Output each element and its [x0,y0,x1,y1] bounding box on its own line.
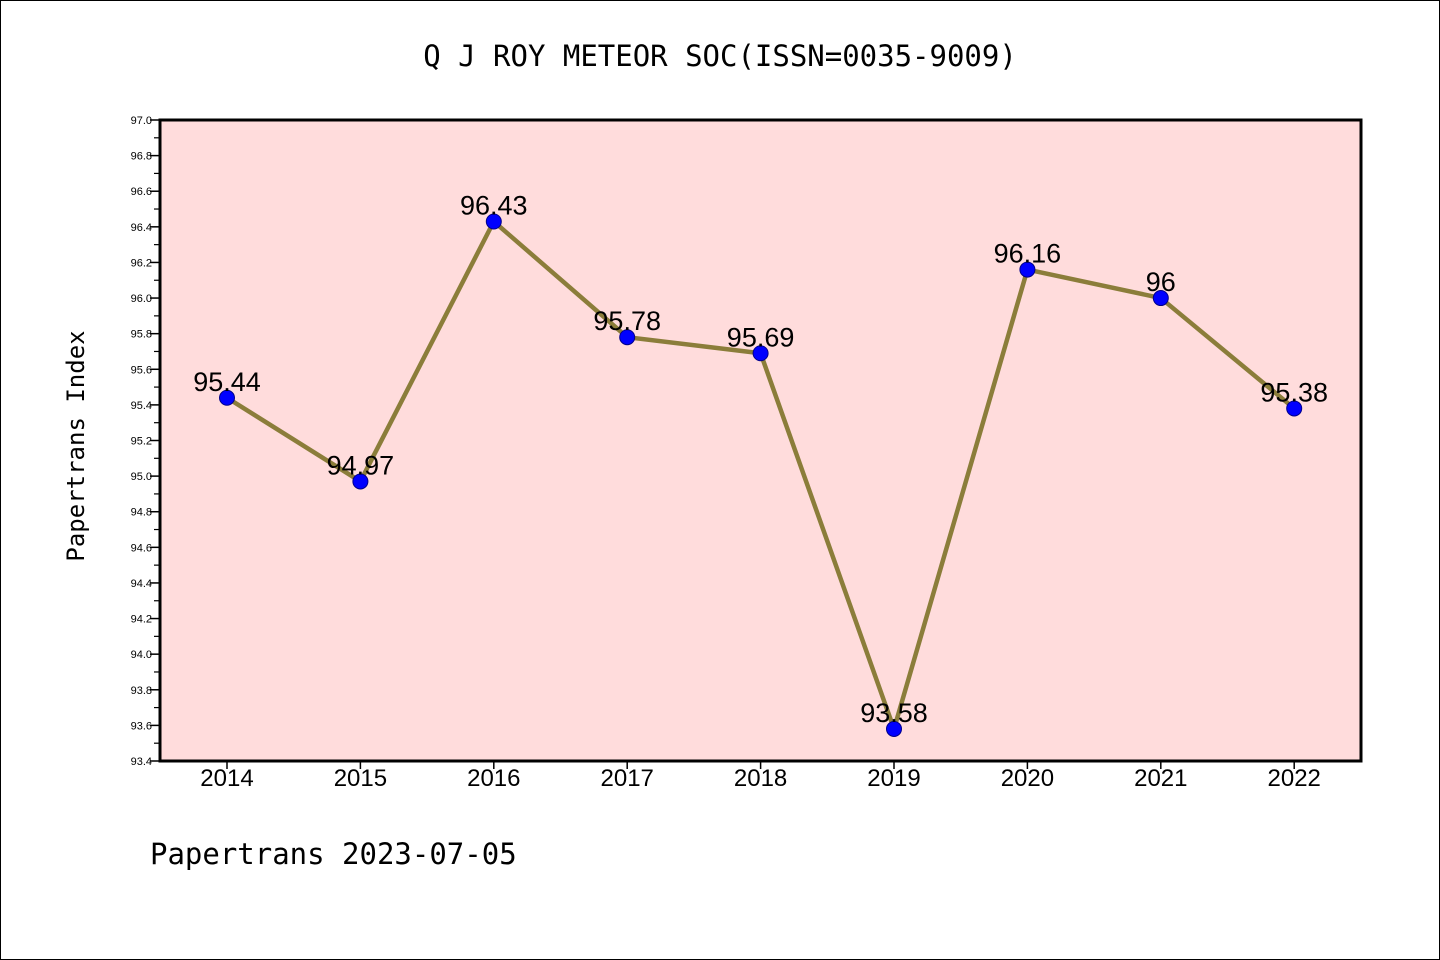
data-label: 93.58 [860,698,928,728]
footer-text: Papertrans 2023-07-05 [150,837,517,871]
data-labels: 95.44 94.97 96.43 95.78 95.69 93.58 96.16 96 95.… [193,190,1328,727]
y-tick-label: 94.6 [131,542,152,554]
y-tick-label: 94.2 [131,614,152,626]
y-tick-label: 96.0 [131,293,152,305]
data-label: 95.38 [1260,377,1328,407]
y-tick-label: 93.6 [131,720,152,732]
x-tick-label: 2016 [467,765,520,792]
data-label: 96.43 [460,190,528,220]
x-tick-label: 2022 [1268,765,1321,792]
data-label: 95.69 [727,322,795,352]
y-axis: 93.4 93.6 93.8 94.0 94.2 94.4 94.6 94.8 95.0 95.2… [131,115,160,768]
data-point [619,329,636,346]
y-tick-label: 94.4 [131,578,152,590]
data-point [1152,290,1169,307]
x-tick-label: 2019 [867,765,920,792]
y-tick-label: 96.2 [131,257,152,269]
y-tick-label: 97.0 [131,115,152,127]
data-label: 94.97 [327,450,395,480]
data-label: 95.44 [193,367,261,397]
x-tick-label: 2020 [1001,765,1054,792]
x-tick-label: 2017 [601,765,654,792]
data-label: 96.16 [994,239,1062,269]
y-axis-label: Papertrans Index [62,330,90,561]
data-point [1286,400,1303,417]
y-tick-label: 93.8 [131,685,152,697]
data-label: 96 [1146,267,1176,297]
y-tick-label: 95.2 [131,436,152,448]
chart-title: Q J ROY METEOR SOC(ISSN=0035-9009) [423,39,1017,73]
plot-area [158,118,1363,763]
data-label: 95.78 [593,306,661,336]
data-point [219,389,235,406]
y-tick-label: 96.4 [131,222,152,234]
x-tick-label: 2015 [334,765,387,792]
y-tick-label: 94.0 [131,649,152,661]
data-point [352,473,369,490]
y-tick-label: 95.0 [131,471,152,483]
series-markers [219,213,1303,737]
x-tick-label: 2018 [734,765,787,792]
x-axis: 2014 2015 2016 2017 2018 2019 2020 2021 2022 [200,761,1321,792]
data-point [1019,261,1036,278]
y-tick-label: 96.6 [131,186,152,198]
y-tick-label: 95.4 [131,400,152,412]
y-tick-label: 93.4 [131,756,152,768]
x-tick-label: 2014 [200,765,253,792]
y-tick-label: 96.8 [131,151,152,163]
x-tick-label: 2021 [1134,765,1187,792]
y-tick-label: 95.6 [131,364,152,376]
y-tick-label: 94.8 [131,507,152,519]
data-point [886,720,902,737]
data-point [752,345,769,362]
y-tick-label: 95.8 [131,329,152,341]
data-point [485,213,502,230]
